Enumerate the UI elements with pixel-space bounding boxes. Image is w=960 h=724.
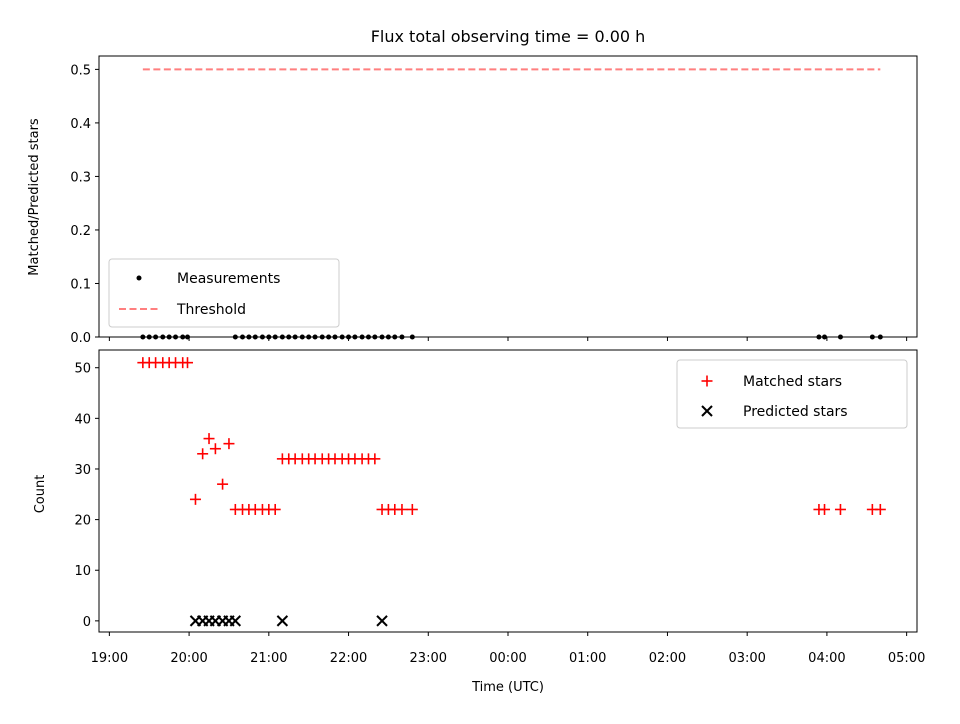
y-tick-label: 0.1 xyxy=(70,277,91,292)
matched-star-marker xyxy=(369,453,381,465)
y-tick-label: 40 xyxy=(74,412,91,427)
x-tick-label: 22:00 xyxy=(330,651,367,666)
matched-star-marker xyxy=(189,493,201,505)
top-panel: 0.0 0.1 0.2 0.3 0.4 0.5 Measurements Threshold xyxy=(70,55,918,346)
legend-key-measurements xyxy=(136,275,142,281)
y-tick-label: 30 xyxy=(74,463,91,478)
matched-star-marker xyxy=(834,503,846,515)
matched-star-marker xyxy=(217,478,229,490)
matched-star-marker xyxy=(203,433,215,445)
matched-star-marker xyxy=(181,357,193,369)
y-tick-label: 0.2 xyxy=(70,224,91,239)
legend: Matched stars Predicted stars xyxy=(676,359,908,429)
y-tick-label: 50 xyxy=(74,362,91,377)
legend: Measurements Threshold xyxy=(108,258,340,328)
matched-star-marker xyxy=(269,503,281,515)
x-tick-label: 00:00 xyxy=(489,651,526,666)
matched-star-marker xyxy=(223,438,235,450)
x-tick-label: 03:00 xyxy=(728,651,765,666)
predicted-star-marker xyxy=(276,615,289,627)
x-tick-label: 04:00 xyxy=(808,651,845,666)
matched-star-marker xyxy=(396,503,408,515)
legend-box xyxy=(108,258,340,328)
x-tick-label: 20:00 xyxy=(170,651,207,666)
legend-key-predicted xyxy=(701,405,713,417)
top-y-axis-label: Matched/Predicted stars xyxy=(27,118,42,276)
matched-star-marker xyxy=(406,503,418,515)
x-tick-label: 19:00 xyxy=(91,651,128,666)
bottom-panel: 0 10 20 30 40 50 19:00 20:00 21:00 22:00 23:00 00:0… xyxy=(74,349,925,666)
legend-box xyxy=(676,359,908,429)
predicted-star-marker xyxy=(229,615,242,627)
y-tick-label: 0.4 xyxy=(70,117,91,132)
legend-label: Threshold xyxy=(176,302,246,318)
y-tick-label: 0 xyxy=(83,615,91,630)
y-tick-label: 0.3 xyxy=(70,170,91,185)
x-tick-label: 01:00 xyxy=(569,651,606,666)
legend-label: Matched stars xyxy=(743,374,842,390)
legend-label: Predicted stars xyxy=(743,404,848,420)
y-tick-label: 10 xyxy=(74,564,91,579)
legend-label: Measurements xyxy=(177,271,280,287)
x-tick-label: 02:00 xyxy=(649,651,686,666)
matched-star-marker xyxy=(197,448,209,460)
bottom-y-axis-label: Count xyxy=(33,475,48,514)
x-tick-label: 05:00 xyxy=(888,651,925,666)
matched-star-marker xyxy=(874,503,886,515)
top-chart-title: Flux total observing time = 0.00 h xyxy=(371,27,646,46)
matched-star-marker xyxy=(819,503,831,515)
y-tick-label: 0.5 xyxy=(70,63,91,78)
x-axis-label: Time (UTC) xyxy=(471,680,544,695)
matched-star-marker xyxy=(209,443,221,455)
y-tick-label: 0.0 xyxy=(70,331,91,346)
predicted-star-marker xyxy=(376,615,388,627)
legend-key-matched xyxy=(701,375,713,387)
y-tick-label: 20 xyxy=(74,514,91,529)
x-tick-label: 21:00 xyxy=(250,651,287,666)
x-tick-label: 23:00 xyxy=(410,651,447,666)
